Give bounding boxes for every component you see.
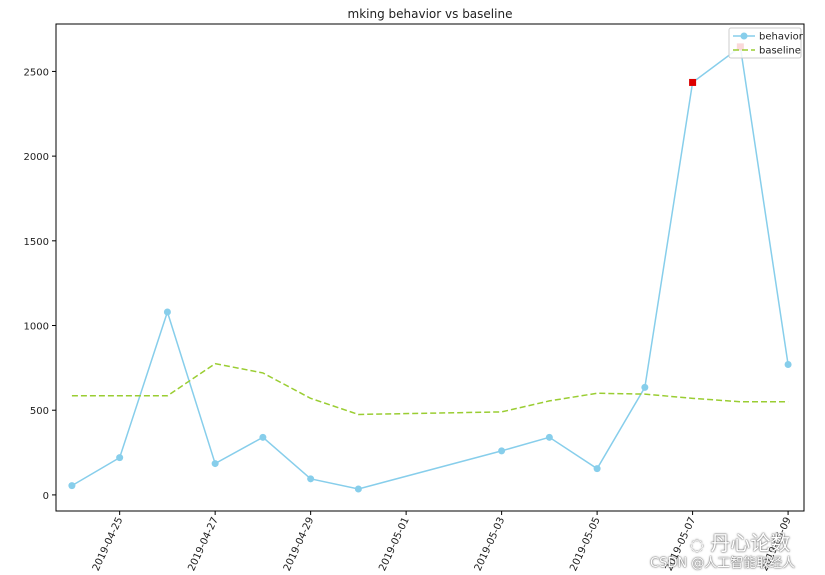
- y-tick-label: 2500: [24, 67, 49, 78]
- y-tick-label: 0: [43, 491, 49, 502]
- y-tick-label: 2000: [24, 152, 49, 163]
- legend-marker-behavior: [740, 32, 748, 40]
- point-behavior: [211, 460, 219, 468]
- watermark-credit: CSDN @人工智能取经人: [650, 556, 796, 571]
- y-tick-label: 500: [30, 406, 49, 417]
- series-line-baseline: [71, 362, 789, 416]
- chart-title: mking behavior vs baseline: [348, 7, 513, 21]
- y-axis: 0 500 1000 1500 2000 2500: [24, 67, 56, 502]
- plot-area: [55, 23, 805, 512]
- point-behavior: [641, 383, 649, 391]
- watermark-brand-text: 丹心论数: [710, 531, 791, 555]
- legend: behavior baseline: [728, 27, 804, 59]
- point-behavior: [545, 433, 553, 441]
- legend-label-behavior: behavior: [759, 32, 804, 43]
- legend-label-baseline: baseline: [759, 46, 801, 57]
- point-behavior: [593, 465, 601, 473]
- point-behavior: [498, 447, 506, 455]
- y-tick-label: 1000: [24, 322, 49, 333]
- y-tick-label: 1500: [24, 237, 49, 248]
- series-line-behavior: [71, 45, 789, 490]
- series-layer: [68, 43, 792, 493]
- watermark-brand: ◌ 丹心论数: [690, 527, 790, 556]
- dandelion-chat-icon: ◌: [690, 535, 704, 554]
- point-behavior: [116, 454, 124, 462]
- point-behavior: [259, 433, 267, 441]
- point-behavior: [354, 485, 362, 493]
- point-behavior: [784, 360, 792, 368]
- point-behavior: [68, 482, 76, 490]
- point-behavior: [163, 308, 171, 316]
- point-behavior: [307, 475, 315, 483]
- anomaly-marker: [689, 78, 697, 86]
